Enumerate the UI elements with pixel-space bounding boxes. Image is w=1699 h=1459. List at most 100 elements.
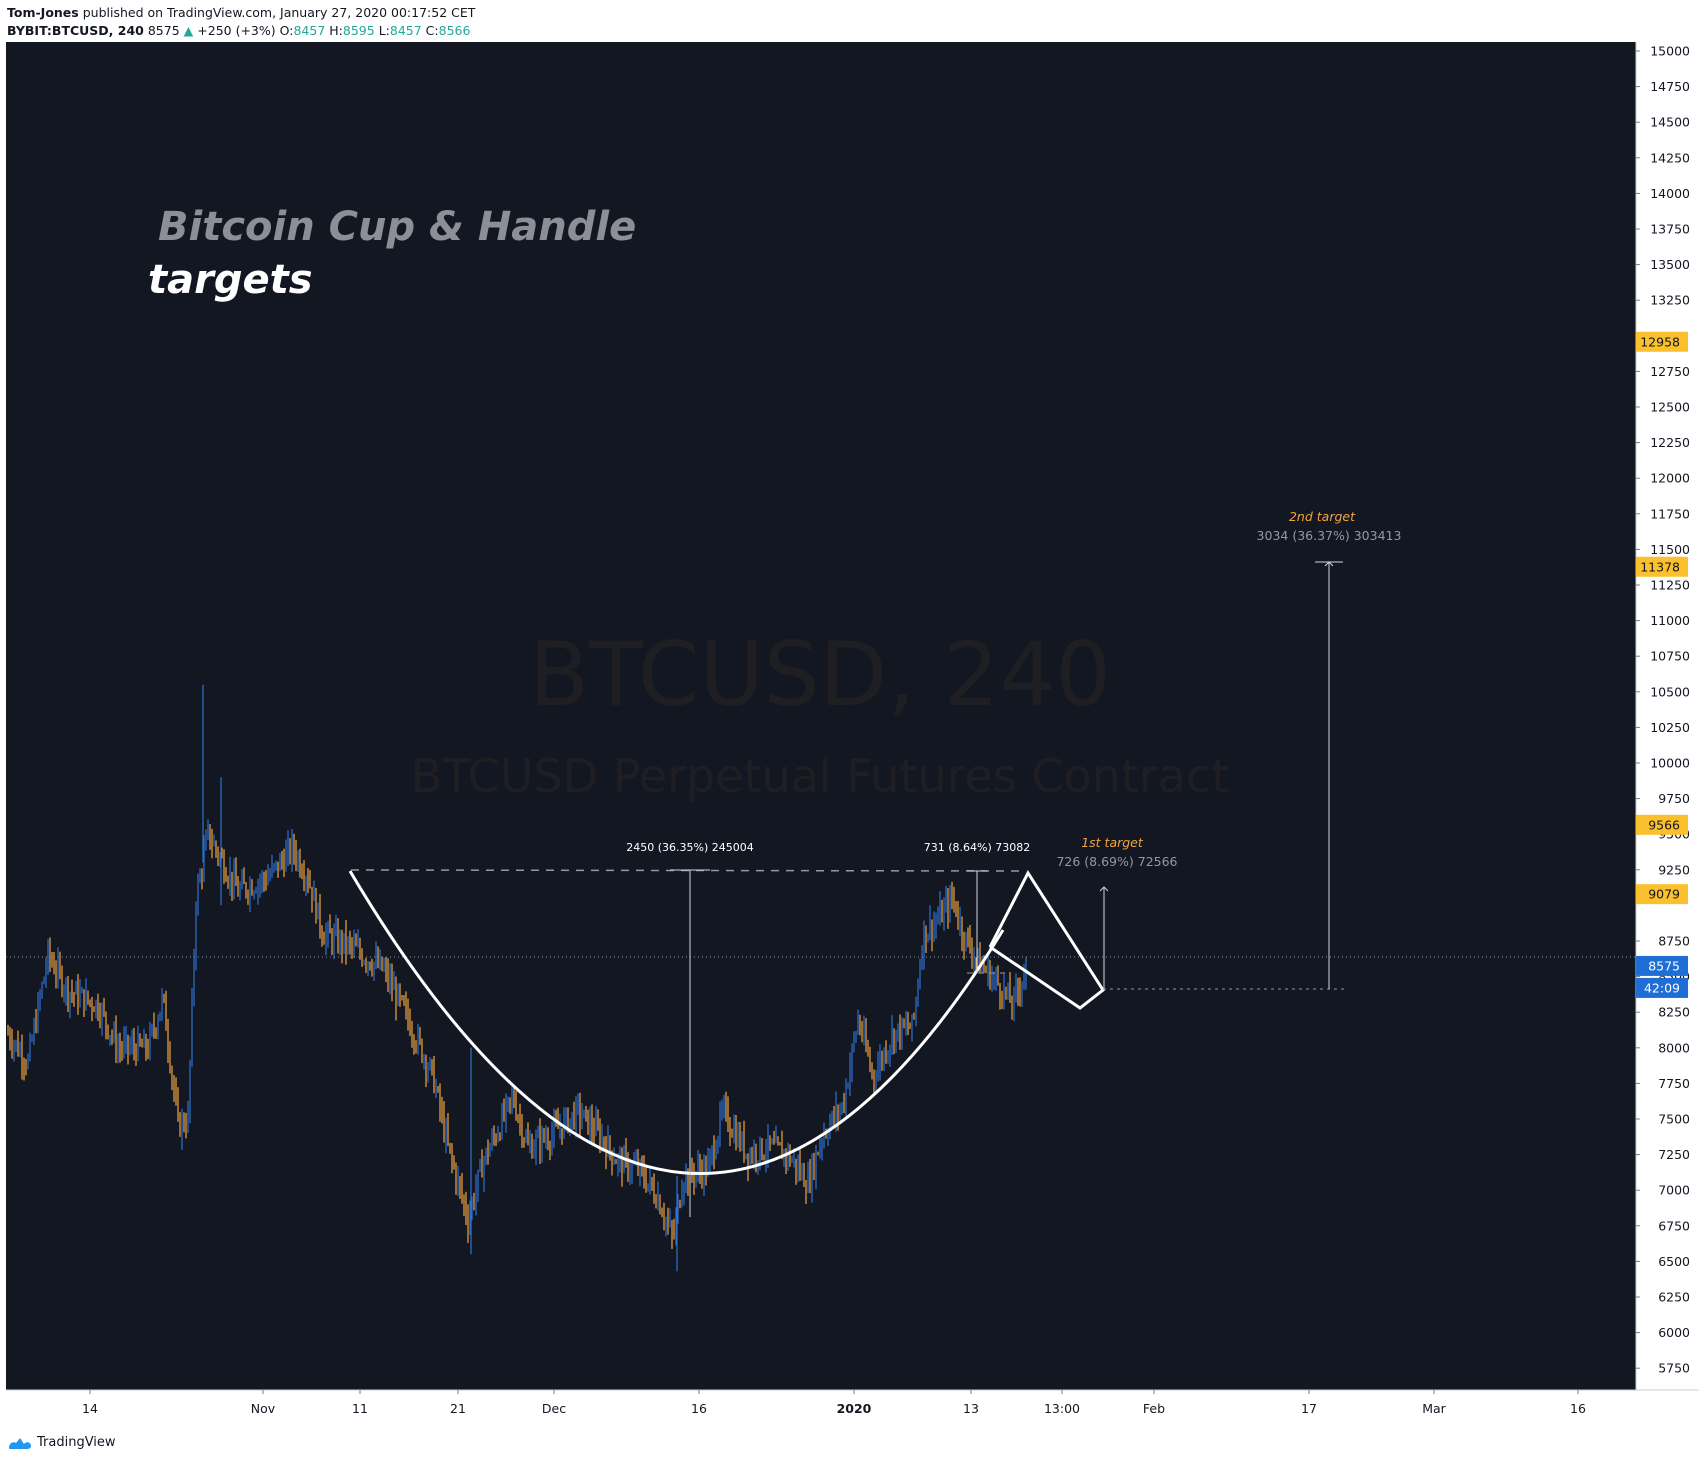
y-tick-label: 14250 — [1650, 150, 1690, 165]
x-axis-ticks: 14 Nov 11 21 Dec 16 2020 13 13:00 Feb 17 Mar 16 — [82, 1390, 1586, 1416]
y-tick-label: 14750 — [1650, 79, 1690, 94]
price-tag-bg — [1636, 884, 1688, 905]
watermark: BTCUSD, 240 BTCUSD Perpetual Futures Con… — [411, 623, 1230, 803]
low-label: L: — [378, 23, 390, 38]
watermark-symbol: BTCUSD, 240 — [529, 623, 1111, 726]
price-tag-label: 42:09 — [1644, 980, 1680, 995]
y-tick-label: 11250 — [1650, 578, 1690, 593]
price-tag-bg — [1636, 331, 1688, 352]
y-tick-label: 9750 — [1658, 791, 1690, 806]
price-tag-label: 11378 — [1640, 559, 1680, 574]
y-tick-label: 12250 — [1650, 435, 1690, 450]
chart-subtitle: targets — [148, 257, 313, 303]
y-tick-label: 5750 — [1658, 1361, 1690, 1376]
chart-title: Bitcoin Cup & Handle — [158, 204, 636, 250]
x-tick-label: 11 — [352, 1401, 368, 1416]
cup-handle-drawing — [348, 869, 1105, 1175]
first-target-arrow — [1099, 886, 1109, 892]
x-tick-label: 13:00 — [1044, 1401, 1080, 1416]
low-value: 8457 — [389, 23, 422, 38]
y-tick-label: 15000 — [1650, 44, 1690, 59]
y-tick-label: 10500 — [1650, 684, 1690, 699]
y-tick-label: 13750 — [1650, 222, 1690, 237]
price-tag-label: 12958 — [1640, 334, 1680, 349]
price-tag-bg — [1636, 955, 1688, 976]
ohlc-legend: BYBIT:BTCUSD, 240 8575 ▲ +250 (+3%) O:84… — [7, 23, 470, 38]
y-tick-label: 13250 — [1650, 293, 1690, 308]
open-value: 8457 — [293, 23, 326, 38]
y-tick-label: 11500 — [1650, 542, 1690, 557]
symbol-label: BYBIT:BTCUSD, 240 — [7, 23, 144, 38]
price-tag-label: 9566 — [1648, 817, 1680, 832]
y-tick-label: 6750 — [1658, 1218, 1690, 1233]
y-tick-label: 6000 — [1658, 1325, 1690, 1340]
x-tick-label: Mar — [1422, 1401, 1446, 1416]
x-tick-label: 16 — [691, 1401, 707, 1416]
tradingview-logo-icon — [9, 1438, 31, 1449]
second-target-title: 2nd target — [1289, 509, 1356, 524]
price-tag-label: 8575 — [1648, 958, 1680, 973]
x-tick-label: 17 — [1301, 1401, 1317, 1416]
close-value: 8566 — [438, 23, 471, 38]
cup-arc — [348, 870, 1005, 1175]
price-tag-bg — [1636, 814, 1688, 835]
y-tick-label: 10000 — [1650, 756, 1690, 771]
publish-info: Tom-Jones published on TradingView.com, … — [7, 5, 475, 20]
price-tag-label: 9079 — [1648, 887, 1680, 902]
high-label: H: — [329, 23, 343, 38]
y-tick-label: 10750 — [1650, 649, 1690, 664]
price-tag-bg — [1636, 556, 1688, 577]
measurements: 2450 (36.35%) 245004 731 (8.64%) 73082 1… — [350, 509, 1402, 1217]
x-tick-label: Nov — [251, 1401, 276, 1416]
open-label: O: — [279, 23, 294, 38]
y-tick-label: 11000 — [1650, 613, 1690, 628]
y-tick-label: 10250 — [1650, 720, 1690, 735]
y-tick-label: 9250 — [1658, 862, 1690, 877]
x-tick-label: 21 — [450, 1401, 466, 1416]
tradingview-brand[interactable]: TradingView — [7, 1432, 116, 1452]
y-tick-label: 12750 — [1650, 364, 1690, 379]
first-target-label: 726 (8.69%) 72566 — [1056, 854, 1177, 869]
candles — [7, 684, 1027, 1272]
first-target-title: 1st target — [1081, 835, 1144, 850]
brand-name: TradingView — [37, 1434, 116, 1450]
watermark-description: BTCUSD Perpetual Futures Contract — [411, 749, 1230, 803]
price-axis[interactable] — [1636, 42, 1699, 1390]
handle-depth-label: 731 (8.64%) 73082 — [924, 841, 1031, 854]
y-tick-label: 13500 — [1650, 257, 1690, 272]
x-tick-label: 2020 — [837, 1401, 872, 1416]
handle-outline — [988, 869, 1105, 1010]
y-tick-label: 8000 — [1658, 1040, 1690, 1055]
chart-pane[interactable] — [6, 42, 1636, 1390]
y-tick-label: 8250 — [1658, 1005, 1690, 1020]
price-tag-bg — [1636, 977, 1688, 998]
published-text: published on TradingView.com, January 27… — [82, 5, 476, 20]
y-tick-label: 8750 — [1658, 934, 1690, 949]
time-axis[interactable] — [6, 1390, 1636, 1420]
y-tick-label: 11750 — [1650, 506, 1690, 521]
high-value: 8595 — [342, 23, 375, 38]
y-tick-label: 7500 — [1658, 1112, 1690, 1127]
second-target-arrow — [1324, 561, 1334, 567]
y-tick-label: 14000 — [1650, 186, 1690, 201]
y-tick-label: 7250 — [1658, 1147, 1690, 1162]
y-tick-label: 7750 — [1658, 1076, 1690, 1091]
last-price: 8575 — [147, 23, 180, 38]
y-tick-label: 6500 — [1658, 1254, 1690, 1269]
change-value: +250 (+3%) — [197, 23, 276, 38]
y-tick-label: 14500 — [1650, 115, 1690, 130]
author-name[interactable]: Tom-Jones — [7, 5, 79, 20]
price-tags: 12958 11378 9566 9079 8575 42:09 — [1636, 331, 1688, 998]
y-tick-label: 12000 — [1650, 471, 1690, 486]
y-tick-label: 6250 — [1658, 1290, 1690, 1305]
y-tick-label: 12500 — [1650, 400, 1690, 415]
second-target-label: 3034 (36.37%) 303413 — [1257, 528, 1402, 543]
x-tick-label: Feb — [1143, 1401, 1165, 1416]
x-tick-label: 13 — [963, 1401, 979, 1416]
y-tick-label: 7000 — [1658, 1183, 1690, 1198]
triangle-up-icon: ▲ — [183, 23, 194, 38]
cup-depth-label: 2450 (36.35%) 245004 — [626, 841, 754, 854]
x-tick-label: Dec — [542, 1401, 566, 1416]
chart-titles: Bitcoin Cup & Handle targets — [148, 204, 636, 303]
